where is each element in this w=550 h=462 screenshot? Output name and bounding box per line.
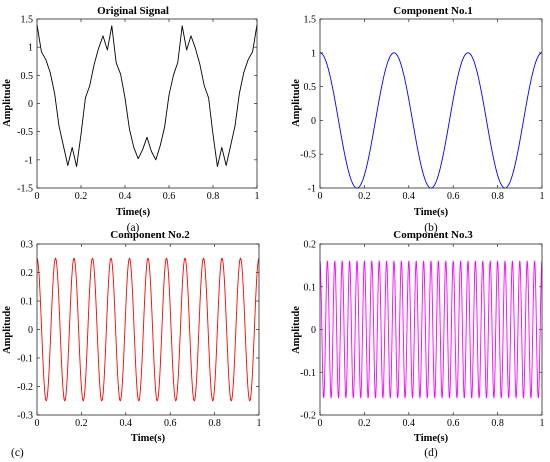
y-tick-label: 1 [28, 43, 33, 54]
y-tick-label: 0.5 [21, 71, 34, 82]
panel-d: Component No.3 Amplitude Time(s) (d) 0 0.… [291, 229, 545, 459]
chart-title: Component No.2 [110, 229, 190, 241]
axes-frame [36, 243, 260, 416]
x-tick-label: 0.8 [208, 418, 221, 429]
x-tick-label: 1 [540, 191, 545, 202]
x-tick-label: 0.4 [119, 191, 132, 202]
y-tick-label: -1 [308, 184, 316, 195]
y-tick-label: 0.1 [21, 297, 34, 308]
ticks: 0 0.2 0.4 0.6 0.8 1 -0.3 -0.2 -0.1 0 0.1 0.2 0.3 [17, 240, 261, 430]
y-tick-label: -0.2 [17, 382, 33, 393]
ticks: 0 0.2 0.4 0.6 0.8 1 -0.2 -0.1 0 0.1 0.2 [300, 240, 544, 430]
y-tick-label: -0.1 [17, 354, 33, 365]
x-tick-label: 0.6 [447, 418, 460, 429]
x-tick-label: 0 [318, 418, 323, 429]
x-tick-label: 0 [35, 418, 40, 429]
x-axis-label: Time(s) [131, 433, 166, 444]
x-tick-label: 0 [35, 191, 40, 202]
y-tick-label: 1.5 [21, 15, 34, 26]
chart-title: Original Signal [97, 5, 169, 17]
x-tick-label: 0.4 [403, 191, 416, 202]
ticks: 0 0.2 0.4 0.6 0.8 1 -1 -0.5 0 0.5 1 1.5 [300, 15, 544, 203]
x-tick-label: 0.2 [75, 418, 88, 429]
y-tick-label: 0.1 [304, 282, 317, 293]
x-tick-label: 0.2 [358, 418, 371, 429]
y-tick-label: -0.2 [300, 411, 316, 422]
y-tick-label: 0 [311, 116, 316, 127]
y-tick-label: 0.2 [304, 240, 317, 251]
y-tick-label: 0.5 [304, 82, 317, 93]
y-tick-label: -0.5 [300, 150, 316, 161]
panel-b: Component No.1 Amplitude Time(s) (b) 0 0.… [291, 5, 545, 234]
plot-lines [319, 52, 543, 189]
x-tick-label: 0 [318, 191, 323, 202]
x-tick-label: 0.2 [75, 191, 88, 202]
axes-frame [36, 18, 258, 189]
axes-frame [319, 18, 543, 189]
plot-lines [319, 260, 543, 399]
x-tick-label: 0.2 [358, 191, 371, 202]
y-tick-label: -1.5 [17, 184, 33, 195]
y-tick-label: 0 [311, 325, 316, 336]
plot-lines [36, 24, 258, 168]
y-tick-label: 0 [28, 99, 33, 110]
chart-title: Component No.3 [393, 229, 473, 241]
y-tick-label: -0.5 [17, 127, 33, 138]
x-tick-label: 0.4 [403, 418, 416, 429]
y-axis-label: Amplitude [2, 306, 13, 354]
panel-label: (c) [11, 447, 24, 459]
x-tick-label: 0.4 [120, 418, 133, 429]
y-axis-label: Amplitude [291, 306, 302, 354]
y-axis-label: Amplitude [2, 79, 13, 127]
series-line [319, 52, 543, 189]
y-axis-label: Amplitude [291, 79, 302, 127]
x-tick-label: 0.6 [447, 191, 460, 202]
y-tick-label: -0.3 [17, 411, 33, 422]
y-tick-label: 0.3 [21, 240, 34, 251]
panel-label: (d) [424, 447, 438, 459]
x-axis-label: Time(s) [414, 433, 449, 444]
y-tick-label: -0.1 [300, 368, 316, 379]
x-axis-label: Time(s) [116, 207, 151, 218]
x-tick-label: 1 [257, 418, 262, 429]
x-axis-label: Time(s) [414, 207, 449, 218]
ticks: 0 0.2 0.4 0.6 0.8 1 -1.5 -1 -0.5 0 0.5 1 1.5 [17, 15, 259, 203]
x-tick-label: 1 [540, 418, 545, 429]
y-tick-label: -1 [25, 155, 33, 166]
panel-label: (a) [127, 222, 140, 234]
chart-title: Component No.1 [393, 5, 472, 17]
x-tick-label: 0.8 [491, 191, 504, 202]
y-tick-label: 1 [311, 48, 316, 59]
panel-c: Component No.2 Amplitude Time(s) (c) 0 0.… [2, 229, 262, 459]
x-tick-label: 1 [255, 191, 260, 202]
series-line [36, 257, 260, 402]
x-tick-label: 0.6 [164, 418, 177, 429]
x-tick-label: 0.8 [207, 191, 220, 202]
y-tick-label: 1.5 [304, 15, 317, 26]
panel-label: (b) [424, 222, 438, 234]
axes-frame [319, 243, 543, 416]
plot-lines [36, 257, 260, 402]
y-tick-label: 0 [28, 325, 33, 336]
x-tick-label: 0.6 [163, 191, 176, 202]
y-tick-label: 0.2 [21, 268, 34, 279]
series-line [36, 24, 258, 168]
x-tick-label: 0.8 [491, 418, 504, 429]
series-line [319, 260, 543, 399]
